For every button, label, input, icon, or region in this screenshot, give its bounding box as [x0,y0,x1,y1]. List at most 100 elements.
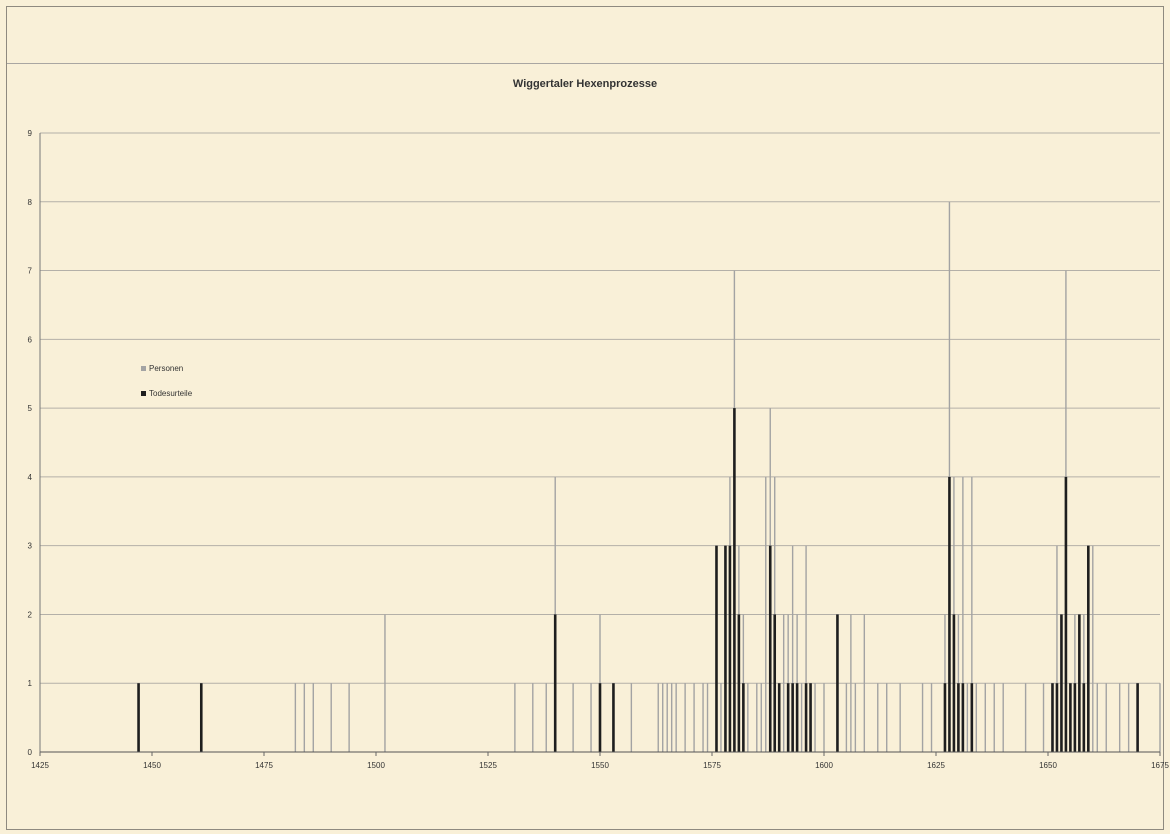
bar-personen-1632 [966,683,969,752]
bar-personen-1591 [782,614,785,752]
bar-todesurteile-1596 [804,683,808,752]
bar-personen-1595 [800,683,803,752]
bar-personen-1566 [670,683,673,752]
x-tick-label-1650: 1650 [1039,761,1057,770]
bar-personen-1482 [294,683,297,752]
x-tick-label-1475: 1475 [255,761,273,770]
bar-todesurteile-1657 [1078,614,1081,752]
bar-personen-1668 [1127,683,1130,752]
bar-personen-1606 [850,614,852,752]
bar-todesurteile-1653 [1060,614,1063,752]
y-tick-label-8: 8 [28,198,33,207]
y-tick-label-5: 5 [28,404,33,413]
bar-personen-1640 [1002,683,1004,752]
legend-swatch-personen [141,365,146,371]
bar-todesurteile-1630 [957,683,960,752]
bar-personen-1652 [1056,545,1058,752]
bar-todesurteile-1655 [1069,683,1072,752]
bar-personen-1661 [1096,683,1098,752]
bar-todesurteile-1579 [728,545,732,752]
bar-todesurteile-1593 [791,683,794,752]
legend-label-personen: Personen [149,363,184,373]
bar-todesurteile-1588 [768,545,772,752]
bar-todesurteile-1656 [1073,683,1077,752]
x-tick-label-1625: 1625 [927,761,945,770]
y-tick-label-6: 6 [28,335,33,344]
bar-personen-1624 [930,683,933,752]
bar-personen-1598 [814,683,816,752]
bar-personen-1563 [657,683,659,752]
bar-personen-1502 [384,614,386,752]
bar-personen-1607 [854,683,857,752]
bar-todesurteile-1592 [786,683,790,752]
x-tick-label-1450: 1450 [143,761,161,770]
bar-personen-1600 [823,683,825,752]
bar-personen-1617 [899,683,901,752]
bar-todesurteile-1627 [943,683,947,752]
bar-todesurteile-1658 [1082,683,1086,752]
bar-personen-1609 [863,614,866,752]
bar-todesurteile-1629 [952,614,956,752]
bar-todesurteile-1654 [1064,476,1068,752]
bar-personen-1649 [1042,683,1045,752]
y-tick-label-9: 9 [28,129,33,138]
bar-personen-1544 [572,683,574,752]
bar-personen-1666 [1118,683,1121,752]
bar-personen-1531 [514,683,516,752]
bar-personen-1612 [877,683,879,752]
bar-personen-1564 [662,683,664,752]
bar-personen-1574 [706,683,709,752]
x-tick-label-1500: 1500 [367,761,385,770]
bar-personen-1675 [1159,683,1161,752]
legend: Personen Todesurteile [141,362,192,412]
bar-personen-1490 [330,683,332,752]
bar-personen-1645 [1024,683,1027,752]
bar-personen-1663 [1105,683,1107,752]
bar-todesurteile-1652 [1055,683,1059,752]
header-divider [7,63,1163,64]
bar-personen-1593 [791,545,794,752]
bar-personen-1586 [760,683,762,752]
bar-personen-1486 [312,683,314,752]
bar-todesurteile-1594 [795,683,799,752]
bar-todesurteile-1631 [961,683,965,752]
bar-todesurteile-1670 [1136,683,1139,752]
x-tick-label-1600: 1600 [815,761,833,770]
bar-personen-1535 [532,683,534,752]
series-todesurteile [137,408,1139,752]
bar-todesurteile-1628 [948,476,951,752]
bar-todesurteile-1447 [137,683,140,752]
x-tick-label-1525: 1525 [479,761,497,770]
bar-todesurteile-1590 [777,683,781,752]
bar-personen-1638 [993,683,995,752]
bar-todesurteile-1633 [970,683,974,752]
bar-todesurteile-1589 [773,614,777,752]
bar-personen-1538 [545,683,547,752]
bar-todesurteile-1582 [742,683,745,752]
gridlines [40,132,1160,684]
bar-personen-1548 [590,683,592,752]
bar-personen-1484 [303,683,306,752]
legend-swatch-todesurteile [141,390,146,396]
chart-title: Wiggertaler Hexenprozesse [512,78,658,90]
bar-todesurteile-1597 [809,683,812,752]
y-tick-label-3: 3 [28,542,33,551]
x-tick-label-1550: 1550 [591,761,609,770]
bar-todesurteile-1651 [1051,683,1054,752]
x-tick-label-1425: 1425 [31,761,49,770]
bar-personen-1569 [684,683,686,752]
bar-personen-1577 [720,683,722,752]
bar-todesurteile-1580 [733,408,736,752]
axes [39,133,1161,756]
bar-personen-1633 [971,476,973,752]
bar-todesurteile-1578 [724,545,727,752]
bar-todesurteile-1581 [737,614,741,752]
bar-todesurteile-1553 [612,683,615,752]
y-tick-label-2: 2 [28,610,33,619]
legend-item-personen: Personen [141,362,192,374]
bar-personen-1557 [630,683,633,752]
bar-personen-1634 [975,683,978,752]
y-tick-label-0: 0 [28,748,33,757]
bar-todesurteile-1659 [1087,545,1090,752]
